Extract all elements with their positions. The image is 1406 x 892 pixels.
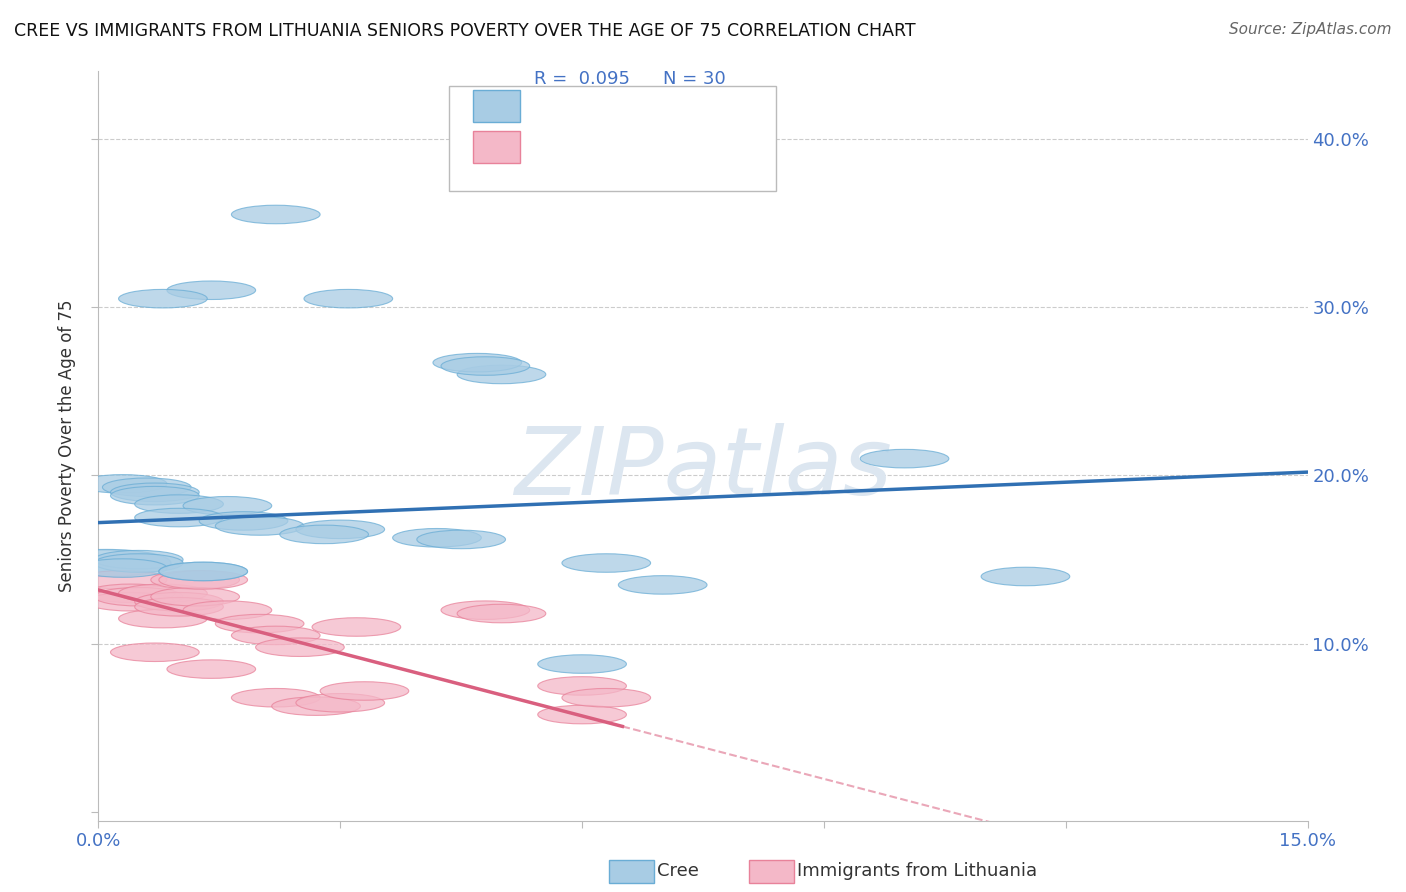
Circle shape	[183, 601, 271, 619]
Text: N = 27: N = 27	[664, 138, 725, 156]
Text: Cree: Cree	[657, 863, 699, 880]
Circle shape	[981, 567, 1070, 586]
Circle shape	[135, 495, 224, 514]
Circle shape	[150, 588, 239, 606]
Circle shape	[457, 365, 546, 384]
Text: N = 30: N = 30	[664, 70, 725, 87]
Circle shape	[111, 483, 200, 501]
Circle shape	[256, 638, 344, 657]
Circle shape	[232, 689, 321, 707]
Y-axis label: Seniors Poverty Over the Age of 75: Seniors Poverty Over the Age of 75	[58, 300, 76, 592]
Text: R = -0.467: R = -0.467	[534, 138, 631, 156]
Circle shape	[135, 598, 224, 616]
Circle shape	[94, 588, 183, 606]
Circle shape	[215, 615, 304, 633]
Circle shape	[118, 609, 207, 628]
Circle shape	[619, 575, 707, 594]
Circle shape	[457, 604, 546, 623]
Circle shape	[86, 592, 174, 611]
Circle shape	[280, 525, 368, 543]
Circle shape	[159, 562, 247, 581]
Circle shape	[232, 205, 321, 224]
Circle shape	[135, 508, 224, 527]
Circle shape	[304, 289, 392, 308]
Circle shape	[42, 549, 172, 576]
Circle shape	[111, 486, 200, 505]
Text: ZIPatlas: ZIPatlas	[515, 423, 891, 514]
Circle shape	[295, 693, 385, 712]
Circle shape	[111, 643, 200, 662]
Circle shape	[215, 516, 304, 535]
Circle shape	[200, 512, 288, 530]
Circle shape	[118, 584, 207, 603]
Circle shape	[537, 655, 627, 673]
Circle shape	[537, 677, 627, 695]
Circle shape	[103, 478, 191, 497]
Circle shape	[159, 571, 247, 589]
Text: Immigrants from Lithuania: Immigrants from Lithuania	[797, 863, 1038, 880]
Circle shape	[416, 530, 506, 549]
Circle shape	[86, 584, 174, 603]
Text: R =  0.095: R = 0.095	[534, 70, 630, 87]
Circle shape	[94, 550, 183, 569]
Circle shape	[562, 689, 651, 707]
Circle shape	[94, 554, 183, 573]
FancyBboxPatch shape	[474, 90, 520, 121]
Text: Source: ZipAtlas.com: Source: ZipAtlas.com	[1229, 22, 1392, 37]
Circle shape	[183, 497, 271, 515]
FancyBboxPatch shape	[474, 131, 520, 162]
Circle shape	[441, 357, 530, 376]
Circle shape	[312, 618, 401, 636]
FancyBboxPatch shape	[449, 87, 776, 191]
Circle shape	[860, 450, 949, 468]
Circle shape	[392, 528, 481, 547]
Circle shape	[150, 571, 239, 589]
Circle shape	[441, 601, 530, 619]
Circle shape	[79, 558, 167, 577]
Circle shape	[135, 592, 224, 611]
Circle shape	[295, 520, 385, 539]
Circle shape	[562, 554, 651, 573]
Circle shape	[79, 571, 167, 589]
Text: CREE VS IMMIGRANTS FROM LITHUANIA SENIORS POVERTY OVER THE AGE OF 75 CORRELATION: CREE VS IMMIGRANTS FROM LITHUANIA SENIOR…	[14, 22, 915, 40]
Circle shape	[79, 475, 167, 493]
Circle shape	[118, 289, 207, 308]
Circle shape	[167, 281, 256, 300]
Circle shape	[321, 681, 409, 700]
Circle shape	[433, 353, 522, 372]
Circle shape	[159, 562, 247, 581]
Circle shape	[537, 706, 627, 723]
Circle shape	[271, 697, 360, 715]
Circle shape	[167, 660, 256, 678]
Circle shape	[232, 626, 321, 645]
